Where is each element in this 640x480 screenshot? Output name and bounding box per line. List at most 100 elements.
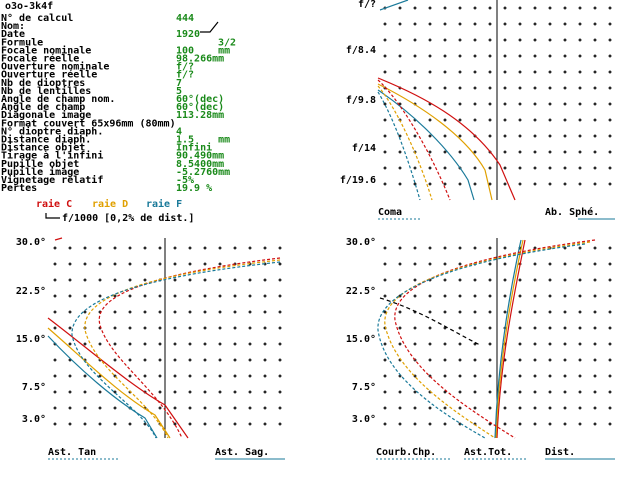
info-value: 1.5 mm	[176, 135, 230, 146]
info-value: 60°(dec)	[176, 102, 224, 113]
grid-plus	[83, 406, 87, 410]
grid-plus	[398, 278, 402, 282]
grid-plus	[233, 390, 237, 394]
grid-plus	[503, 278, 507, 282]
grid-plus	[398, 134, 402, 138]
grid-plus	[203, 342, 207, 346]
grid-plus	[593, 86, 597, 90]
grid-plus	[548, 326, 552, 330]
grid-plus	[518, 422, 522, 426]
grid-plus	[173, 358, 177, 362]
grid-plus	[533, 406, 537, 410]
grid-plus	[488, 166, 492, 170]
grid-plus	[113, 342, 117, 346]
grid-plus	[398, 38, 402, 42]
grid-plus	[248, 406, 252, 410]
grid-plus	[53, 326, 57, 330]
grid-plus	[593, 38, 597, 42]
info-label: Diagonale image	[1, 109, 91, 121]
info-label: Nom:	[1, 21, 25, 32]
info-value: 98.266mm	[176, 54, 224, 65]
grid-plus	[578, 38, 582, 42]
grid-plus	[503, 134, 507, 138]
info-label: Ouverture réelle	[1, 69, 97, 81]
info-value: Infini	[176, 142, 212, 154]
grid-plus	[278, 262, 282, 266]
grid-plus	[533, 374, 537, 378]
grid-plus	[248, 342, 252, 346]
grid-plus	[263, 342, 267, 346]
info-value: -5.2760mm	[176, 167, 230, 178]
y-label: f/19.6	[340, 175, 376, 186]
y-label: f/9.8	[346, 95, 376, 106]
grid-plus	[563, 342, 567, 346]
grid-plus	[548, 150, 552, 154]
grid-plus	[203, 422, 207, 426]
grid-plus	[188, 310, 192, 314]
grid-plus	[533, 182, 537, 186]
info-label: N° dioptre diaph.	[1, 125, 103, 137]
grid-plus	[518, 342, 522, 346]
grid-plus	[158, 262, 162, 266]
grid-plus	[68, 342, 72, 346]
grid-plus	[608, 342, 612, 346]
grid-plus	[518, 70, 522, 74]
grid-plus	[398, 262, 402, 266]
grid-plus	[533, 54, 537, 58]
grid-plus	[443, 278, 447, 282]
grid-plus	[383, 102, 387, 106]
y-label: 15.0°	[16, 334, 46, 345]
grid-plus	[173, 310, 177, 314]
grid-plus	[473, 310, 477, 314]
grid-plus	[413, 38, 417, 42]
grid-plus	[203, 310, 207, 314]
grid-plus	[473, 406, 477, 410]
grid-plus	[248, 358, 252, 362]
grid-plus	[488, 262, 492, 266]
grid-plus	[548, 38, 552, 42]
grid-plus	[458, 22, 462, 26]
grid-plus	[143, 246, 147, 250]
grid-plus	[458, 118, 462, 122]
grid-plus	[278, 294, 282, 298]
grid-plus	[548, 70, 552, 74]
grid-plus	[233, 422, 237, 426]
grid-plus	[443, 38, 447, 42]
grid-plus	[563, 54, 567, 58]
grid-plus	[203, 278, 207, 282]
grid-plus	[443, 134, 447, 138]
grid-plus	[443, 262, 447, 266]
grid-plus	[548, 86, 552, 90]
grid-plus	[98, 246, 102, 250]
grid-plus	[458, 134, 462, 138]
grid-plus	[533, 6, 537, 10]
grid-plus	[398, 70, 402, 74]
grid-plus	[98, 374, 102, 378]
grid-plus	[578, 310, 582, 314]
grid-plus	[128, 422, 132, 426]
grid-plus	[578, 374, 582, 378]
grid-plus	[53, 406, 57, 410]
grid-plus	[473, 22, 477, 26]
info-label: Format couvert 65x96mm (80mm)	[1, 118, 176, 129]
grid-plus	[398, 390, 402, 394]
grid-plus	[593, 6, 597, 10]
legend-d: raie D	[92, 198, 128, 210]
grid-plus	[98, 406, 102, 410]
grid-plus	[173, 422, 177, 426]
grid-plus	[473, 102, 477, 106]
grid-plus	[608, 134, 612, 138]
grid-plus	[458, 54, 462, 58]
grid-plus	[518, 358, 522, 362]
grid-plus	[488, 54, 492, 58]
grid-plus	[608, 54, 612, 58]
grid-plus	[473, 390, 477, 394]
grid-plus	[488, 102, 492, 106]
grid-plus	[173, 262, 177, 266]
grid-plus	[143, 294, 147, 298]
grid-plus	[173, 374, 177, 378]
grid-plus	[398, 422, 402, 426]
grid-plus	[503, 118, 507, 122]
grid-plus	[218, 246, 222, 250]
